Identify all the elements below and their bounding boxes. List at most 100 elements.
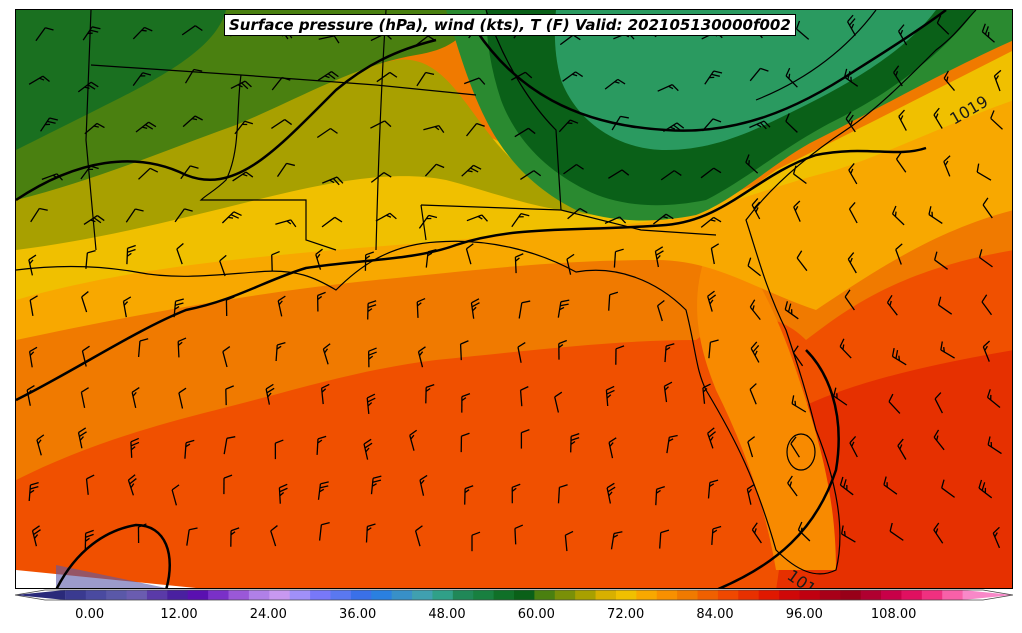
wind-barb xyxy=(28,482,39,502)
wind-barb xyxy=(711,525,722,545)
wind-barb xyxy=(375,212,397,222)
colorbar-segment xyxy=(208,590,230,600)
wind-barb xyxy=(417,346,426,368)
wind-barb xyxy=(409,429,418,451)
wind-barb xyxy=(364,251,375,271)
wind-barb xyxy=(470,298,480,319)
colorbar-tick-label: 12.00 xyxy=(160,607,198,622)
wind-barb xyxy=(416,71,435,87)
wind-barb xyxy=(891,205,905,226)
wind-barb xyxy=(85,249,96,269)
wind-barb xyxy=(84,529,94,550)
wind-barb xyxy=(234,120,254,135)
colorbar-segment xyxy=(371,590,393,600)
colorbar-segment xyxy=(85,590,107,600)
wind-barb xyxy=(271,250,280,271)
wind-barb xyxy=(746,483,755,505)
wind-barb xyxy=(85,474,95,495)
wind-barb xyxy=(608,291,619,311)
wind-barb xyxy=(465,122,485,137)
colorbar-segment xyxy=(106,590,128,600)
wind-barb xyxy=(982,197,993,219)
wind-barb xyxy=(848,202,858,224)
colorbar-segment xyxy=(840,590,862,600)
wind-barb xyxy=(936,15,950,35)
colorbar-segment xyxy=(452,590,474,600)
wind-barb xyxy=(177,337,187,358)
wind-barb xyxy=(663,381,673,403)
wind-barb xyxy=(792,165,807,185)
wind-barb xyxy=(463,77,486,85)
wind-barb xyxy=(122,296,132,318)
wind-barb xyxy=(519,386,529,407)
wind-barb xyxy=(978,249,993,268)
wind-barb xyxy=(318,521,330,541)
wind-barb xyxy=(127,474,137,496)
wind-barb xyxy=(315,248,323,270)
colorbar-segment xyxy=(412,590,434,600)
colorbar-segment xyxy=(493,590,515,600)
colorbar-segment xyxy=(534,590,556,600)
wind-barb xyxy=(370,120,392,129)
wind-barb xyxy=(80,165,99,180)
wind-barb xyxy=(886,294,898,316)
wind-barb xyxy=(465,243,474,265)
wind-barb xyxy=(182,115,203,128)
wind-barb xyxy=(184,439,195,459)
colorbar-segment xyxy=(228,590,250,600)
wind-barb xyxy=(978,479,993,499)
wind-barb xyxy=(181,25,203,36)
wind-barb xyxy=(707,479,719,499)
wind-barb xyxy=(230,527,240,547)
colorbar-tick-label: 60.00 xyxy=(517,607,555,622)
wind-barb xyxy=(847,14,856,36)
wind-barb xyxy=(937,296,953,315)
colorbar-segment xyxy=(473,590,495,600)
colorbar-segment xyxy=(575,590,597,600)
wind-barb xyxy=(700,216,722,228)
colorbar-tick-label: 96.00 xyxy=(785,607,823,622)
wind-barb xyxy=(570,433,580,453)
wind-barb xyxy=(225,296,235,317)
wind-barb xyxy=(180,165,199,180)
wind-barb xyxy=(137,523,147,544)
wind-barb xyxy=(707,290,717,312)
wind-barb xyxy=(510,71,533,81)
wind-barb xyxy=(464,485,474,505)
wind-barb xyxy=(700,167,722,179)
wind-barb xyxy=(613,248,624,268)
wind-barb xyxy=(186,527,198,546)
border-line xyxy=(85,10,97,251)
colorbar-segment xyxy=(248,590,270,600)
wind-barb xyxy=(414,525,423,547)
colorbar-segment xyxy=(350,590,372,600)
wind-barb xyxy=(322,176,344,186)
wind-barb xyxy=(660,170,682,181)
wind-barb xyxy=(564,530,574,552)
wind-barb xyxy=(791,395,807,413)
wind-barb xyxy=(567,207,588,220)
wind-barb xyxy=(316,127,338,139)
colorbar-tick-label: 72.00 xyxy=(607,607,645,622)
wind-barb xyxy=(749,120,771,130)
wind-barb xyxy=(232,171,254,182)
blue-edge xyxy=(56,565,166,588)
wind-barb xyxy=(708,339,719,359)
colorbar-segment xyxy=(146,590,168,600)
wind-barb xyxy=(943,155,951,177)
wind-barb xyxy=(138,167,159,180)
wind-barb xyxy=(131,387,140,409)
wind-barb xyxy=(30,207,48,223)
wind-barb xyxy=(221,211,242,224)
wind-barb xyxy=(219,254,227,277)
wind-barb xyxy=(747,257,762,277)
colorbar-segment xyxy=(901,590,923,600)
wind-barb xyxy=(366,393,376,414)
wind-barb xyxy=(81,291,89,313)
colorbar-segment xyxy=(391,590,413,600)
wind-barb xyxy=(653,213,674,225)
wind-barb xyxy=(511,483,521,504)
wind-barb xyxy=(843,68,859,87)
colorbar-segment xyxy=(738,590,760,600)
wind-barb xyxy=(265,383,275,405)
